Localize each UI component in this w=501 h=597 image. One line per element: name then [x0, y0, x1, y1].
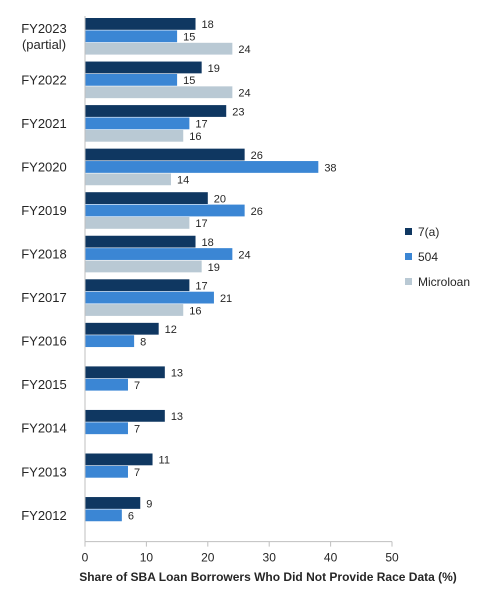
category-label: FY2020 — [21, 159, 67, 174]
data-label: 24 — [238, 44, 250, 56]
bar-7a-11 — [85, 497, 141, 509]
bar-microloan-3 — [85, 173, 171, 186]
bar-504-0 — [85, 30, 178, 43]
bar-504-10 — [85, 465, 128, 478]
category-label: FY2012 — [21, 508, 67, 523]
data-label: 18 — [202, 237, 214, 249]
data-label: 17 — [195, 119, 207, 131]
bar-504-7 — [85, 335, 135, 348]
data-label: 15 — [183, 32, 195, 44]
data-label: 15 — [183, 75, 195, 87]
category-label: FY2015 — [21, 377, 67, 392]
legend-swatch — [405, 228, 412, 235]
category-label: FY2018 — [21, 247, 67, 262]
legend: 7(a) 504 Microloan — [405, 225, 470, 289]
x-tick-label: 30 — [263, 551, 277, 565]
data-label: 16 — [189, 131, 201, 143]
data-label: 38 — [324, 162, 336, 174]
data-label: 21 — [220, 293, 232, 305]
data-label: 8 — [140, 336, 146, 348]
data-label: 26 — [251, 150, 263, 162]
bar-7a-8 — [85, 366, 165, 379]
data-label: 7 — [134, 380, 140, 392]
bar-504-5 — [85, 248, 233, 260]
bar-7a-2 — [85, 105, 227, 117]
data-label: 12 — [165, 324, 177, 336]
x-tick-label: 40 — [324, 551, 338, 565]
legend-swatch — [405, 278, 412, 285]
bar-504-9 — [85, 422, 128, 435]
category-label: FY2014 — [21, 421, 67, 436]
data-label: 19 — [208, 63, 220, 75]
x-axis-title: Share of SBA Loan Borrowers Who Did Not … — [79, 570, 457, 584]
data-label: 16 — [189, 305, 201, 317]
data-label: 23 — [232, 106, 244, 118]
data-label: 17 — [195, 218, 207, 230]
bar-7a-3 — [85, 148, 245, 161]
x-tick-label: 0 — [82, 551, 89, 565]
bar-microloan-6 — [85, 304, 184, 316]
bar-504-8 — [85, 378, 128, 391]
x-tick-label: 20 — [201, 551, 215, 565]
data-label: 11 — [159, 455, 170, 467]
data-label: 6 — [128, 511, 134, 523]
category-label: FY2016 — [21, 334, 67, 349]
category-label: FY2021 — [21, 116, 67, 131]
bar-microloan-5 — [85, 260, 202, 273]
bar-7a-9 — [85, 409, 165, 422]
data-label: 7 — [134, 467, 140, 479]
bar-7a-1 — [85, 61, 202, 74]
legend-swatch — [405, 253, 412, 260]
bar-7a-4 — [85, 192, 208, 204]
category-label: FY2017 — [21, 290, 67, 305]
bar-504-2 — [85, 117, 190, 130]
y-axis: FY2023 (partial) FY2022 FY2021 FY2020 FY2019 F… — [21, 16, 86, 542]
data-label: 19 — [208, 262, 220, 274]
legend-label: Microloan — [418, 275, 470, 289]
bar-microloan-4 — [85, 217, 190, 229]
bar-7a-5 — [85, 235, 196, 248]
category-label: FY2019 — [21, 203, 67, 218]
bar-7a-10 — [85, 453, 153, 466]
x-tick-label: 50 — [385, 551, 399, 565]
bar-microloan-1 — [85, 86, 233, 99]
data-label: 13 — [171, 411, 183, 423]
data-label: 7 — [134, 424, 140, 436]
x-axis: 0 10 20 30 40 50 — [82, 541, 399, 565]
bar-7a-7 — [85, 322, 159, 335]
data-label: 24 — [238, 249, 250, 261]
bar-microloan-2 — [85, 129, 184, 142]
data-label: 14 — [177, 175, 189, 187]
bar-504-3 — [85, 161, 319, 173]
bar-504-4 — [85, 204, 245, 217]
category-label: FY2013 — [21, 464, 67, 479]
bars-layer — [85, 18, 319, 522]
data-label: 20 — [214, 193, 226, 205]
legend-label: 7(a) — [418, 225, 439, 239]
data-label: 13 — [171, 368, 183, 380]
bar-7a-0 — [85, 18, 196, 30]
bar-microloan-0 — [85, 42, 233, 55]
bar-504-6 — [85, 291, 214, 304]
category-label: FY2023 (partial) — [21, 21, 67, 52]
value-labels-layer: 18 19 23 26 20 18 17 12 13 13 11 9 15 15 17 38 26 24 21 8 7 7… — [128, 19, 337, 522]
data-label: 24 — [238, 88, 250, 100]
data-label: 9 — [146, 498, 152, 510]
data-label: 26 — [251, 206, 263, 218]
data-label: 18 — [202, 19, 214, 31]
data-label: 17 — [195, 281, 207, 293]
bar-7a-6 — [85, 279, 190, 292]
bar-504-1 — [85, 73, 178, 86]
legend-label: 504 — [418, 250, 438, 264]
category-label: FY2022 — [21, 72, 67, 87]
x-tick-label: 10 — [140, 551, 154, 565]
bar-504-11 — [85, 509, 122, 522]
